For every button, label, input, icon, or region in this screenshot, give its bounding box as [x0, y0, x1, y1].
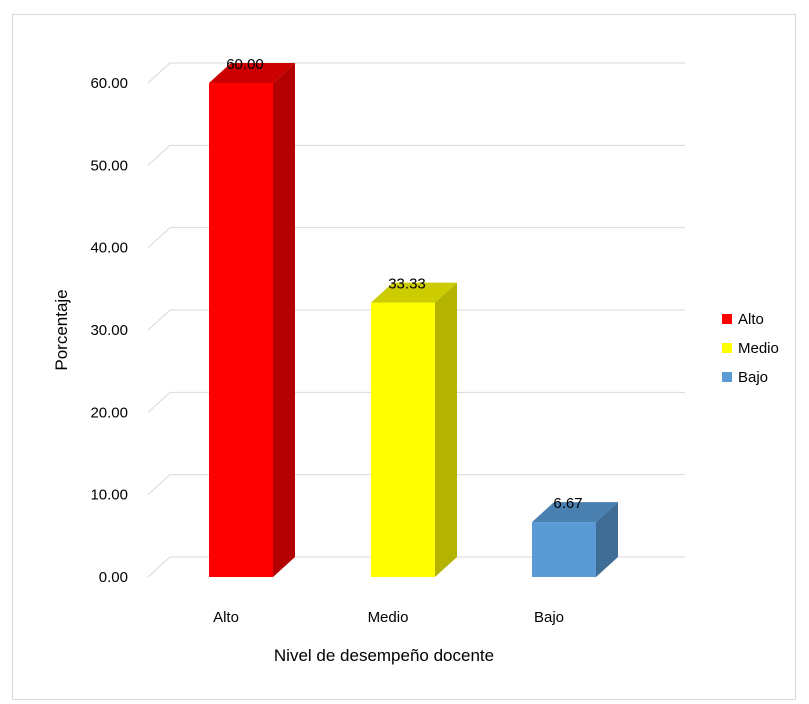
y-tick-label: 60.00: [90, 75, 128, 92]
y-tick-labels: 0.00 10.00 20.00 30.00 40.00 50.00 60.00: [90, 75, 128, 586]
y-tick-label: 40.00: [90, 240, 128, 257]
legend-entry: Alto: [722, 311, 764, 328]
y-tick-label: 10.00: [90, 487, 128, 504]
y-axis-title: Porcentaje: [52, 289, 71, 370]
y-tick-label: 30.00: [90, 322, 128, 339]
bar-medio: [371, 282, 457, 577]
y-tick-label: 50.00: [90, 157, 128, 174]
bars: [209, 63, 618, 577]
y-tick-label: 0.00: [99, 569, 128, 586]
legend-swatch: [722, 372, 732, 382]
bar-bajo: [532, 502, 618, 577]
data-label: 33.33: [388, 276, 426, 293]
x-tick-labels: Alto Medio Bajo: [213, 609, 564, 626]
x-tick-label: Medio: [368, 609, 409, 626]
data-label: 6.67: [553, 495, 582, 512]
x-tick-label: Bajo: [534, 609, 564, 626]
x-axis-title: Nivel de desempeño docente: [274, 646, 494, 665]
x-tick-label: Alto: [213, 609, 239, 626]
legend-entry: Bajo: [722, 369, 768, 386]
legend-label: Medio: [738, 340, 779, 357]
legend-swatch: [722, 343, 732, 353]
legend: Alto Medio Bajo: [722, 311, 779, 386]
data-label: 60.00: [226, 56, 264, 73]
legend-entry: Medio: [722, 340, 779, 357]
legend-swatch: [722, 314, 732, 324]
legend-label: Bajo: [738, 369, 768, 386]
y-tick-label: 20.00: [90, 404, 128, 421]
bar-alto: [209, 63, 295, 577]
data-labels: 60.00 33.33 6.67: [226, 56, 582, 512]
legend-label: Alto: [738, 311, 764, 328]
